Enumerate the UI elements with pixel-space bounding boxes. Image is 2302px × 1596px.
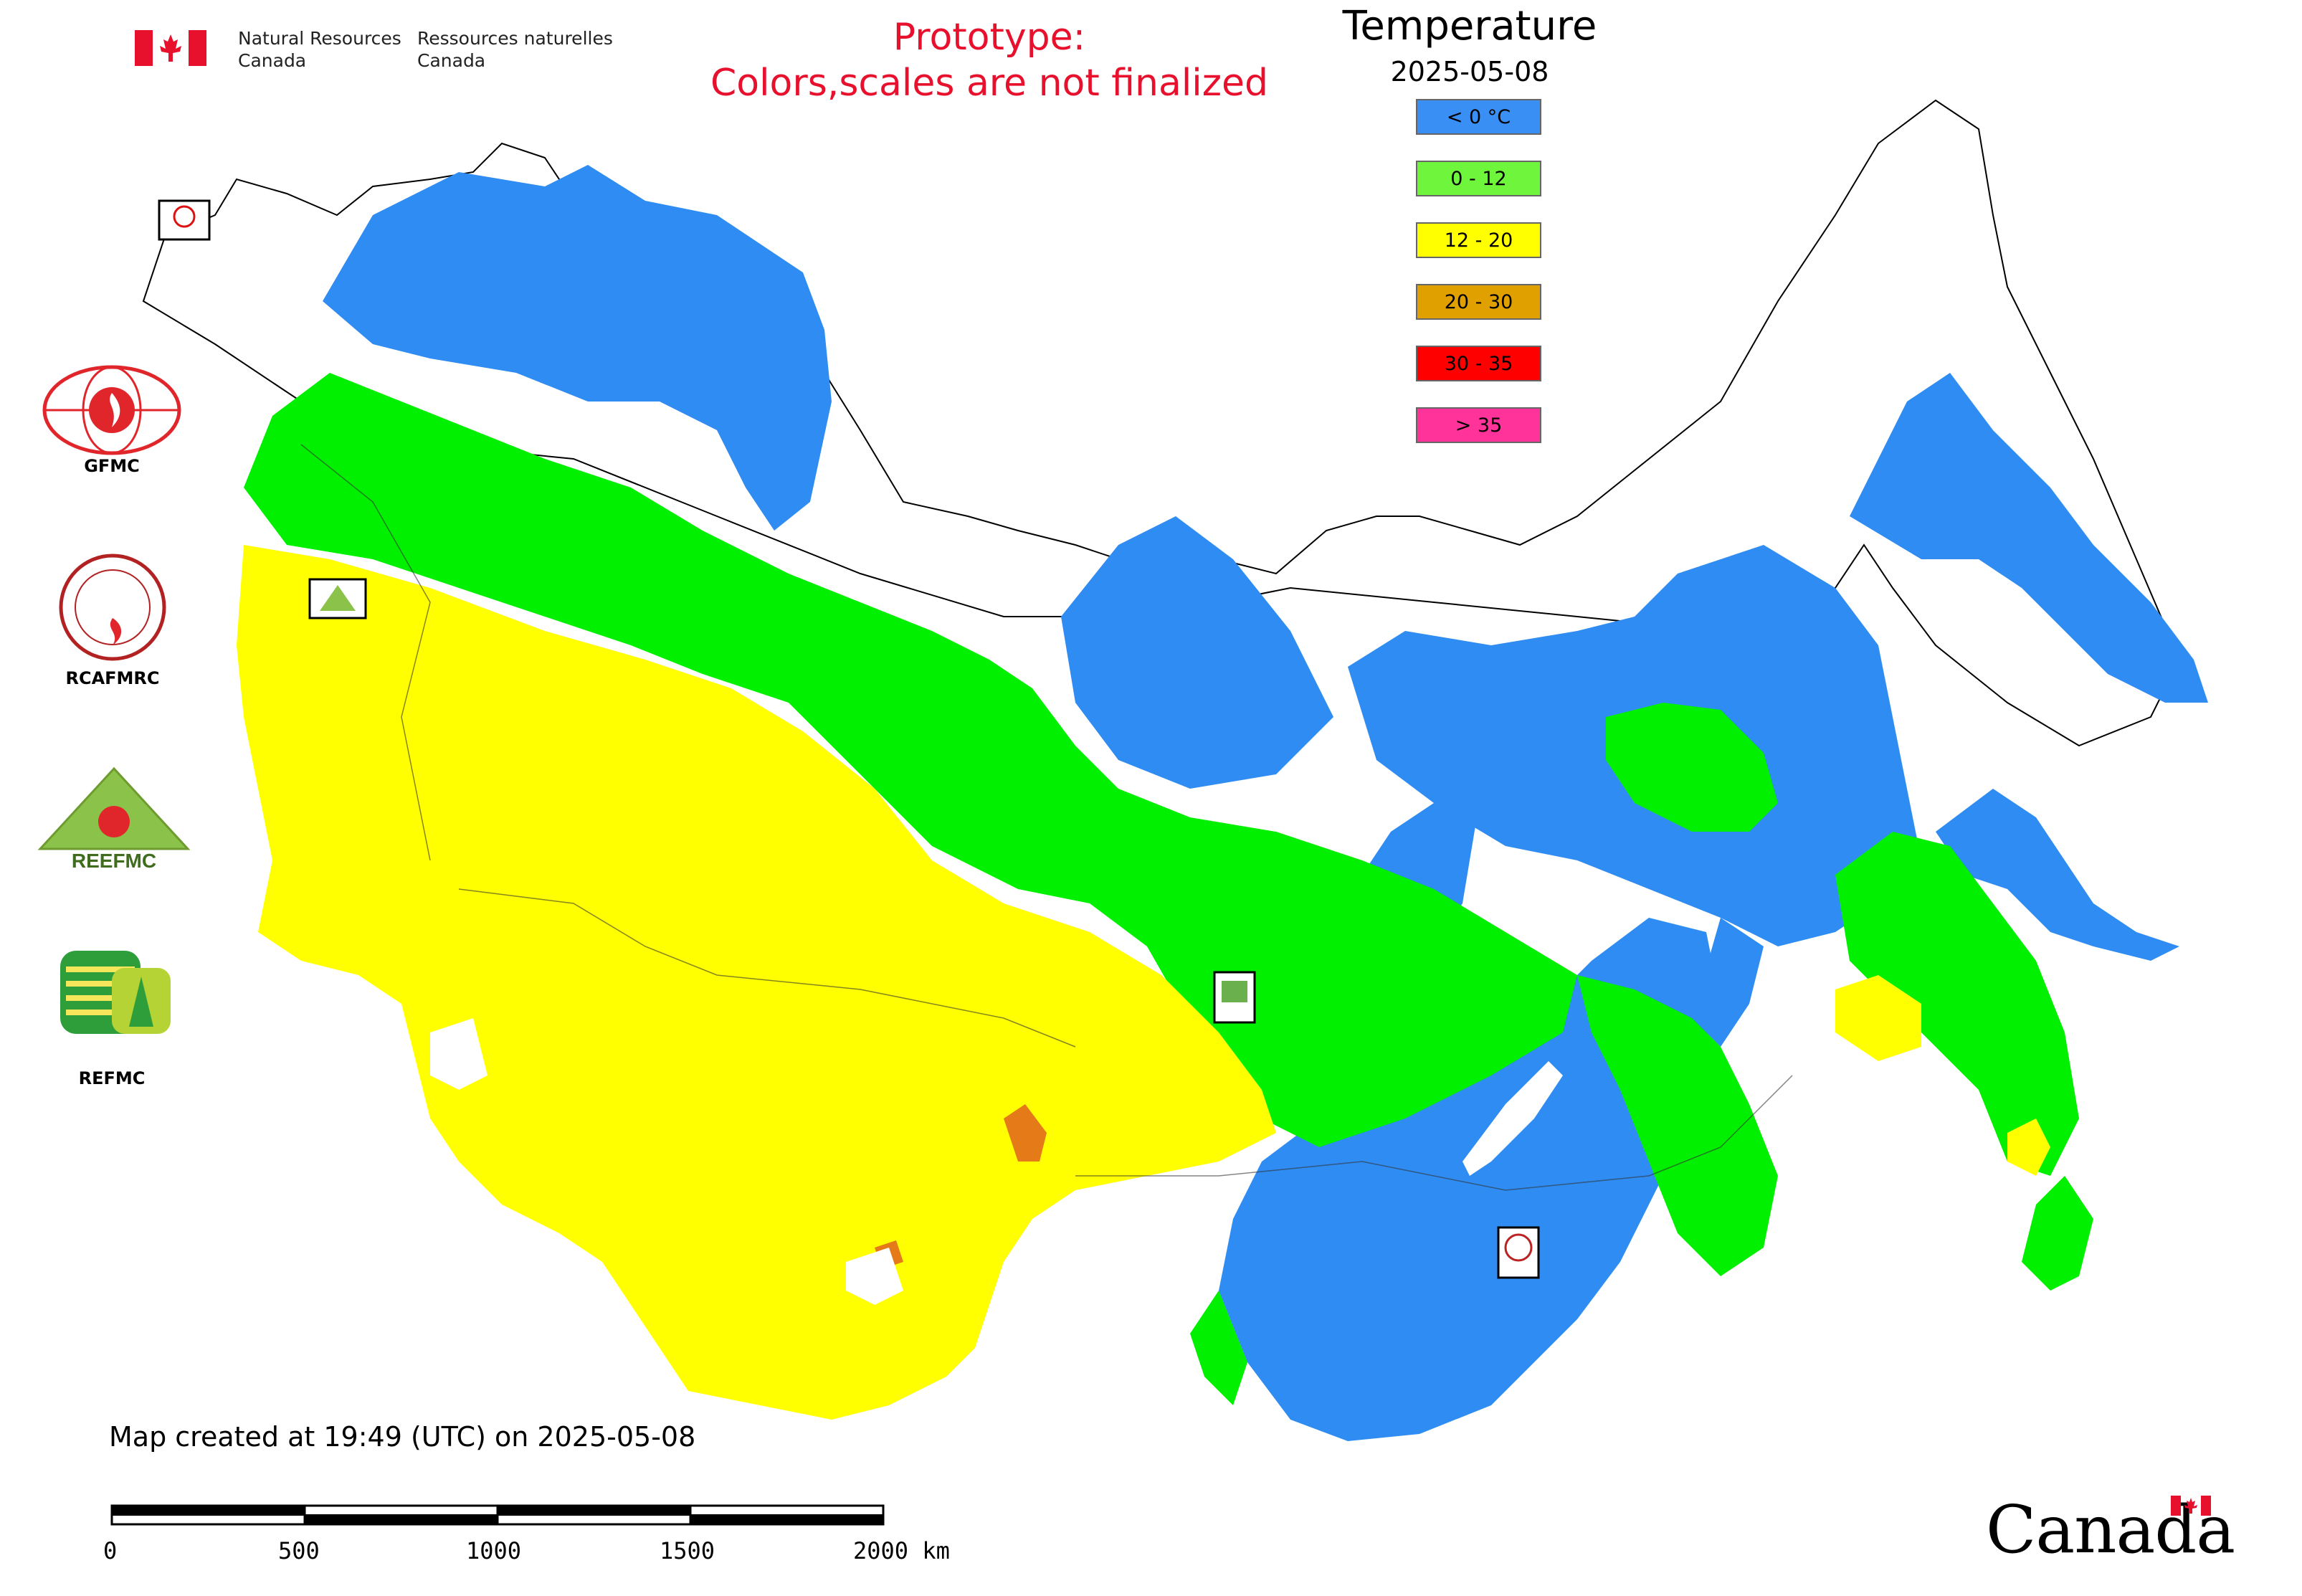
refmc-logo-icon[interactable] (57, 948, 173, 1037)
scale-bar: 0 500 1000 1500 2000 km (100, 1497, 975, 1576)
legend-date: 2025-05-08 (1390, 56, 1549, 87)
nrcan-en-line1: Natural Resources (238, 28, 401, 49)
admin-boundaries (300, 444, 1793, 1191)
nrcan-en-line2: Canada (238, 50, 307, 71)
zone-12-20 (237, 545, 2050, 1420)
prototype-line1: Prototype: (893, 16, 1086, 59)
prototype-line2: Colors,scales are not finalized (710, 62, 1269, 105)
scale-bar-graphic (110, 1504, 885, 1526)
legend-item-12-20: 12 - 20 (1416, 222, 1541, 258)
scale-label-0: 0 (103, 1537, 118, 1564)
wordmark-flag-icon (2171, 1496, 2211, 1516)
scale-label-1500: 1500 (660, 1537, 715, 1564)
nrcan-signature: Natural Resources Canada Ressources natu… (135, 26, 622, 76)
gfmc-logo-label: GFMC (84, 456, 140, 476)
legend-item-above-35: > 35 (1416, 407, 1541, 443)
reefmc-logo-icon[interactable]: REEFMC (37, 766, 191, 872)
zone-0-12 (244, 373, 2093, 1405)
legend-title: Temperature (1342, 3, 1597, 49)
refmc-marker-icon[interactable] (1213, 971, 1256, 1024)
scale-label-2000: 2000 km (853, 1537, 950, 1564)
lakes (430, 1018, 1563, 1305)
nrcan-fr-line2: Canada (417, 50, 486, 71)
nrcan-french: Ressources naturelles Canada (417, 27, 613, 72)
legend-item-below-0: < 0 °C (1416, 99, 1541, 135)
rcafmrc-logo-icon[interactable] (57, 552, 168, 662)
nrcan-english: Natural Resources Canada (238, 27, 401, 72)
canada-wordmark: Canada (1986, 1491, 2235, 1570)
gfmc-marker-icon[interactable] (158, 199, 211, 241)
prototype-notice: Prototype: Colors,scales are not finaliz… (645, 14, 1333, 106)
rcafmrc-logo-label: RCAFMRC (65, 668, 160, 688)
canada-flag-icon (135, 30, 206, 66)
legend-item-30-35: 30 - 35 (1416, 346, 1541, 381)
legend-item-0-12: 0 - 12 (1416, 161, 1541, 196)
legend-item-20-30: 20 - 30 (1416, 284, 1541, 320)
map-created-timestamp: Map created at 19:49 (UTC) on 2025-05-08 (109, 1421, 696, 1453)
gfmc-logo-icon[interactable] (40, 364, 184, 456)
scale-label-500: 500 (278, 1537, 320, 1564)
nrcan-fr-line1: Ressources naturelles (417, 28, 613, 49)
refmc-logo-label: REFMC (78, 1068, 146, 1088)
reefmc-marker-icon[interactable] (308, 578, 367, 619)
scale-label-1000: 1000 (466, 1537, 522, 1564)
svg-text:REEFMC: REEFMC (72, 850, 156, 872)
rcafmrc-marker-icon[interactable] (1497, 1226, 1540, 1279)
